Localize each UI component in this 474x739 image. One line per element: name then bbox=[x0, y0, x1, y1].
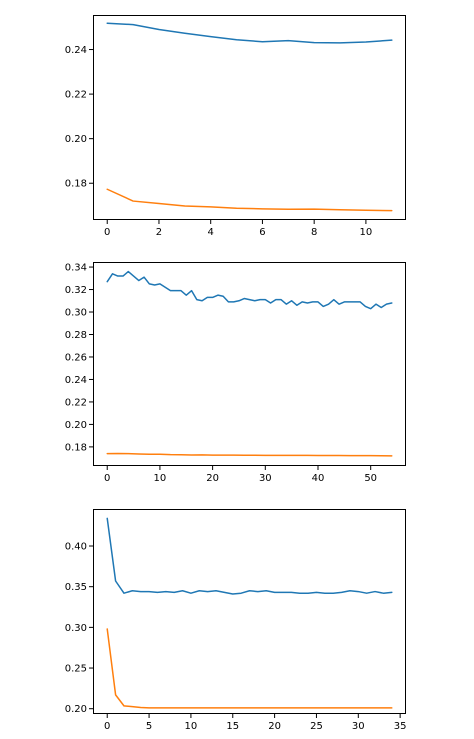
x-tick-label: 8 bbox=[311, 227, 317, 238]
y-tick-label: 0.28 bbox=[65, 330, 87, 341]
series-line-orange bbox=[106, 188, 393, 212]
x-tick-label: 10 bbox=[154, 473, 167, 484]
y-tick-label: 0.25 bbox=[65, 664, 87, 675]
y-tick-label: 0.18 bbox=[65, 442, 87, 453]
series-line-orange bbox=[106, 452, 393, 457]
y-tick-label: 0.20 bbox=[65, 134, 87, 145]
y-tick-label: 0.24 bbox=[65, 45, 87, 56]
subplot-middle: 0 10 20 30 40 50 0.18 0.20 0.22 0.24 0.26 0.28 0.30 0… bbox=[65, 262, 406, 484]
x-tick-label: 20 bbox=[268, 721, 281, 732]
x-tick-label: 25 bbox=[310, 721, 323, 732]
axes-frame bbox=[93, 262, 406, 466]
x-tick-label: 30 bbox=[259, 473, 272, 484]
y-tick-label: 0.24 bbox=[65, 375, 87, 386]
x-tick-label: 10 bbox=[185, 721, 198, 732]
x-tick-label: 0 bbox=[104, 473, 110, 484]
x-tick-label: 30 bbox=[352, 721, 365, 732]
x-tick-label: 0 bbox=[104, 721, 110, 732]
x-tick-label: 0 bbox=[104, 227, 110, 238]
y-tick-label: 0.22 bbox=[65, 397, 87, 408]
y-tick-label: 0.20 bbox=[65, 704, 87, 715]
series-line-blue bbox=[106, 22, 393, 44]
y-tick-label: 0.18 bbox=[65, 179, 87, 190]
subplot-top: 0 2 4 6 8 10 0.18 0.20 0.22 0.24 bbox=[65, 15, 406, 238]
y-tick-label: 0.40 bbox=[65, 542, 87, 553]
x-tick-label: 6 bbox=[259, 227, 265, 238]
x-tick-label: 35 bbox=[394, 721, 407, 732]
y-tick-label: 0.32 bbox=[65, 285, 87, 296]
subplot-bottom: 0 5 10 15 20 25 30 35 0.20 0.25 0.30 0.35 0.40 bbox=[65, 509, 407, 732]
y-tick-label: 0.30 bbox=[65, 308, 87, 319]
x-tick-label: 15 bbox=[226, 721, 239, 732]
series-line-blue bbox=[106, 270, 393, 310]
y-tick-label: 0.20 bbox=[65, 420, 87, 431]
y-tick-label: 0.34 bbox=[65, 263, 87, 274]
axes-frame bbox=[93, 15, 406, 220]
x-tick-label: 20 bbox=[206, 473, 219, 484]
x-tick-label: 50 bbox=[364, 473, 377, 484]
x-tick-label: 10 bbox=[360, 227, 373, 238]
y-tick-label: 0.22 bbox=[65, 90, 87, 101]
y-tick-label: 0.26 bbox=[65, 352, 87, 363]
x-tick-label: 4 bbox=[208, 227, 214, 238]
series-line-blue bbox=[106, 517, 393, 595]
series-line-orange bbox=[106, 628, 393, 709]
y-tick-label: 0.30 bbox=[65, 623, 87, 634]
axes-frame bbox=[93, 509, 406, 714]
x-tick-label: 2 bbox=[156, 227, 162, 238]
y-tick-label: 0.35 bbox=[65, 582, 87, 593]
x-tick-label: 5 bbox=[146, 721, 152, 732]
x-tick-label: 40 bbox=[312, 473, 325, 484]
